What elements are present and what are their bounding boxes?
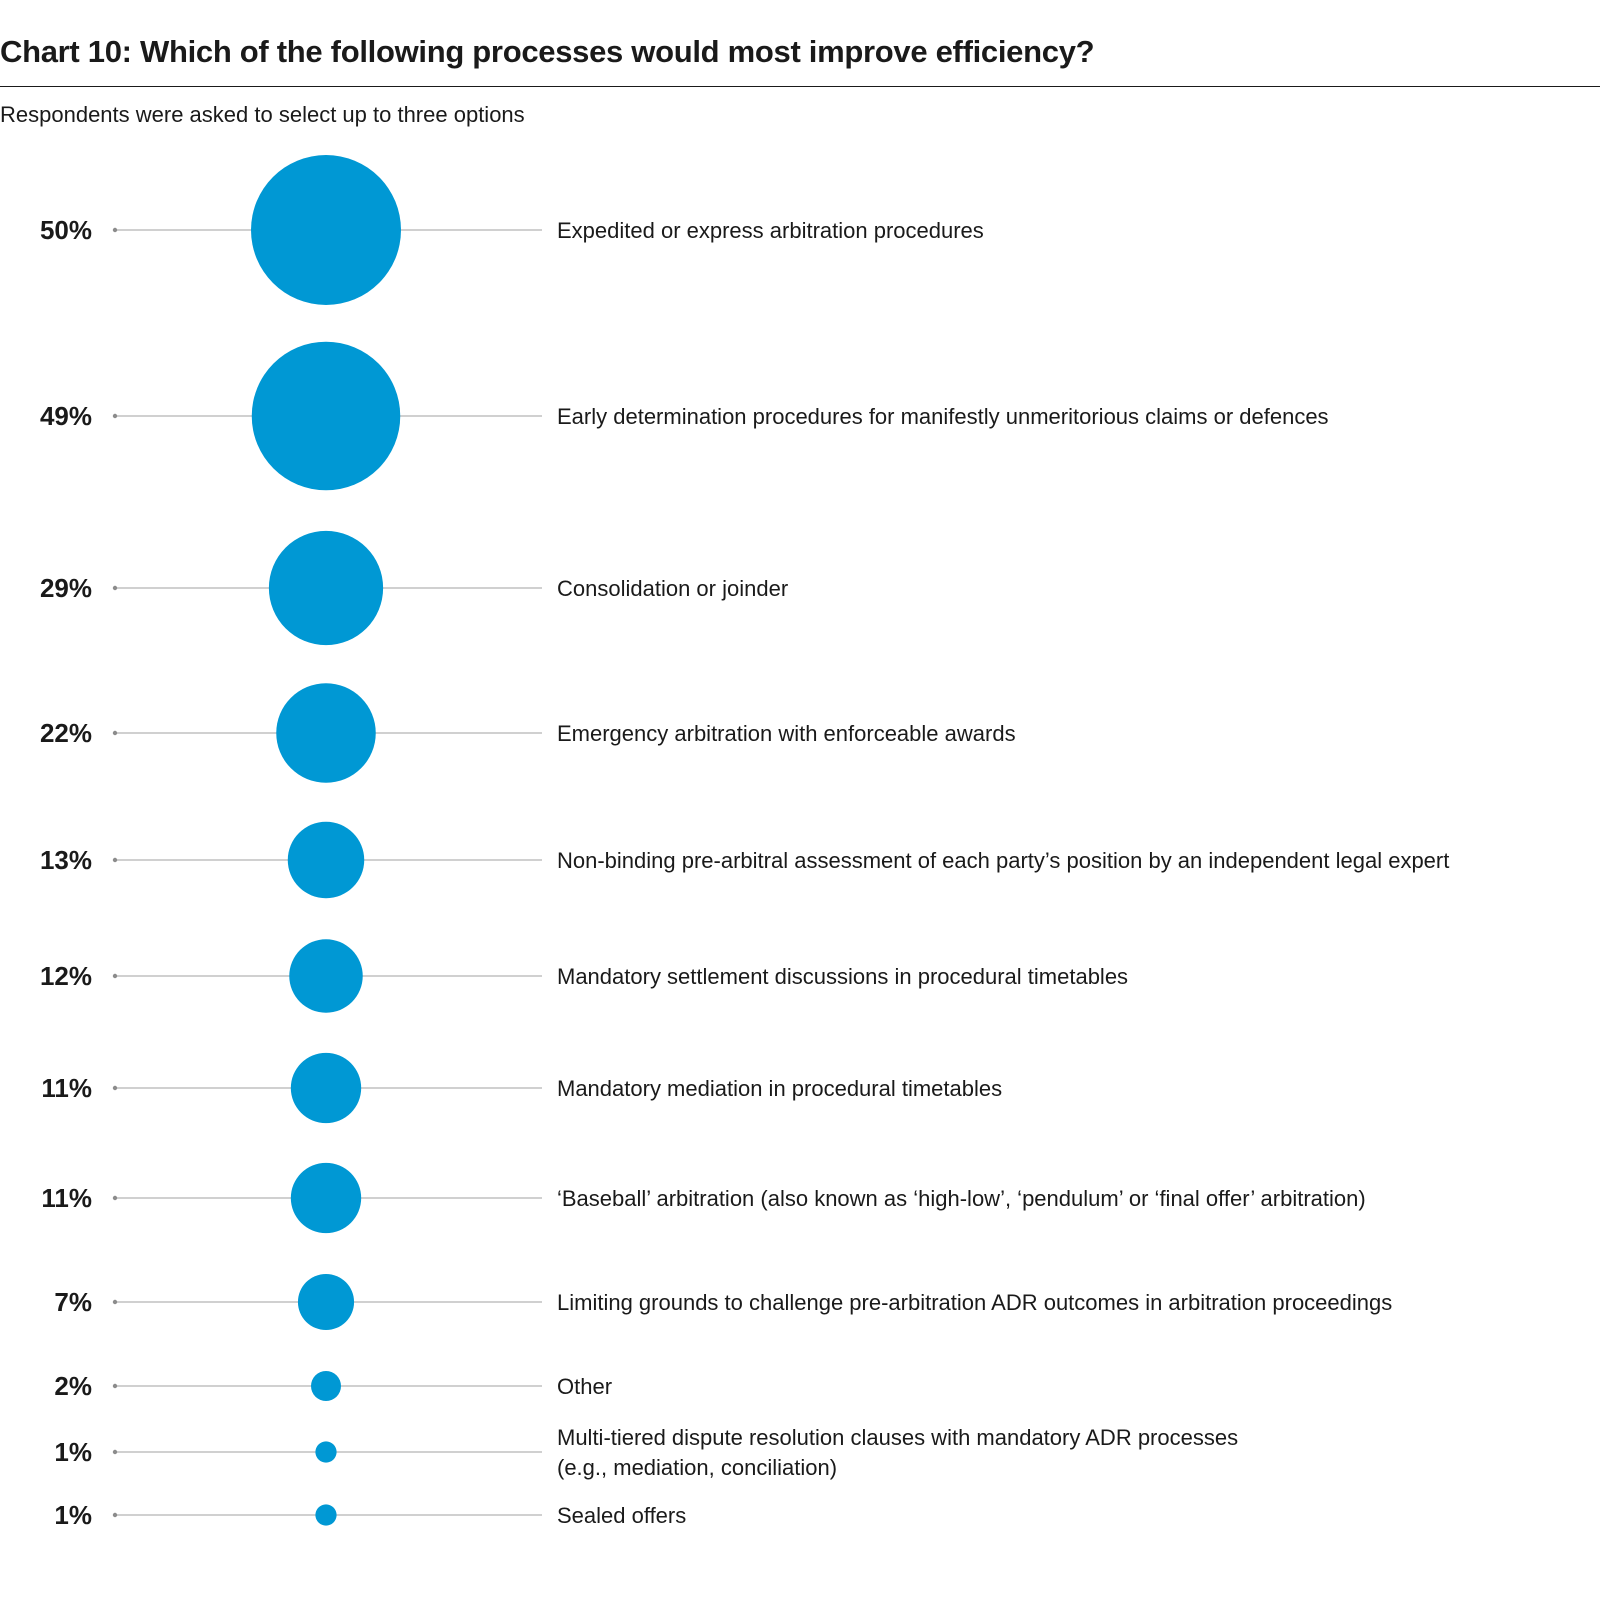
connector-dot xyxy=(112,730,118,736)
bubble-mark xyxy=(289,939,363,1013)
connector-dot xyxy=(112,973,118,979)
category-label: Consolidation or joinder xyxy=(557,576,788,601)
connector-dot xyxy=(112,1085,118,1091)
title-rule xyxy=(0,86,1600,87)
chart-row: 1% Multi-tiered dispute resolution clause… xyxy=(54,1425,1238,1480)
chart-row: 2% Other xyxy=(54,1371,612,1401)
chart-row: 11% ‘Baseball’ arbitration (also known as… xyxy=(41,1162,1366,1234)
chart-row: 49% Early determination procedures for ma… xyxy=(40,341,1329,491)
bubble-mark xyxy=(268,530,384,646)
chart-row: 29% Consolidation or joinder xyxy=(40,530,788,646)
bubble-mark xyxy=(251,341,401,491)
bubble-mark xyxy=(290,1052,362,1124)
value-label: 12% xyxy=(40,961,92,991)
connector-dot xyxy=(112,1195,118,1201)
bubble-mark xyxy=(311,1371,341,1401)
value-label: 11% xyxy=(41,1183,92,1213)
value-label: 1% xyxy=(54,1437,92,1467)
connector-dot xyxy=(112,1299,118,1305)
value-label: 2% xyxy=(54,1371,92,1401)
chart-row: 7% Limiting grounds to challenge pre-arbi… xyxy=(54,1273,1392,1331)
chart-subtitle: Respondents were asked to select up to t… xyxy=(0,102,525,127)
bubble-mark xyxy=(297,1273,355,1331)
bubble-mark xyxy=(315,1441,337,1463)
value-label: 22% xyxy=(40,718,92,748)
connector-dot xyxy=(112,413,118,419)
category-label: Expedited or express arbitration procedu… xyxy=(557,218,984,243)
value-label: 1% xyxy=(54,1500,92,1530)
connector-dot xyxy=(112,857,118,863)
category-label: Multi-tiered dispute resolution clauses … xyxy=(557,1425,1238,1480)
connector-dot xyxy=(112,227,118,233)
bubble-mark xyxy=(287,821,365,899)
category-label: Sealed offers xyxy=(557,1503,686,1528)
chart-row: 12% Mandatory settlement discussions in p… xyxy=(40,939,1128,1013)
value-label: 50% xyxy=(40,215,92,245)
category-label: Mandatory mediation in procedural timeta… xyxy=(557,1076,1002,1101)
bubble-mark xyxy=(290,1162,362,1234)
category-label: Emergency arbitration with enforceable a… xyxy=(557,721,1016,746)
chart-row: 1% Sealed offers xyxy=(54,1500,686,1530)
chart-row: 11% Mandatory mediation in procedural tim… xyxy=(41,1052,1002,1124)
value-label: 49% xyxy=(40,401,92,431)
value-label: 7% xyxy=(54,1287,92,1317)
category-label: Other xyxy=(557,1374,612,1399)
connector-dot xyxy=(112,585,118,591)
value-label: 29% xyxy=(40,573,92,603)
category-label: Mandatory settlement discussions in proc… xyxy=(557,964,1128,989)
value-label: 13% xyxy=(40,845,92,875)
connector-dot xyxy=(112,1512,118,1518)
category-label: Limiting grounds to challenge pre-arbitr… xyxy=(557,1290,1392,1315)
bubble-mark xyxy=(251,155,401,305)
connector-dot xyxy=(112,1383,118,1389)
bubble-mark xyxy=(276,683,376,783)
category-label: Non-binding pre-arbitral assessment of e… xyxy=(557,848,1449,873)
category-label: Early determination procedures for manif… xyxy=(557,404,1329,429)
chart-title: Chart 10: Which of the following process… xyxy=(0,34,1095,69)
chart-row: 50% Expedited or express arbitration proc… xyxy=(40,155,984,305)
category-label: ‘Baseball’ arbitration (also known as ‘h… xyxy=(557,1186,1366,1211)
value-label: 11% xyxy=(41,1073,92,1103)
chart-row: 13% Non-binding pre-arbitral assessment o… xyxy=(40,821,1449,899)
connector-dot xyxy=(112,1449,118,1455)
chart-row: 22% Emergency arbitration with enforceabl… xyxy=(40,683,1016,783)
bubble-mark xyxy=(315,1504,337,1526)
